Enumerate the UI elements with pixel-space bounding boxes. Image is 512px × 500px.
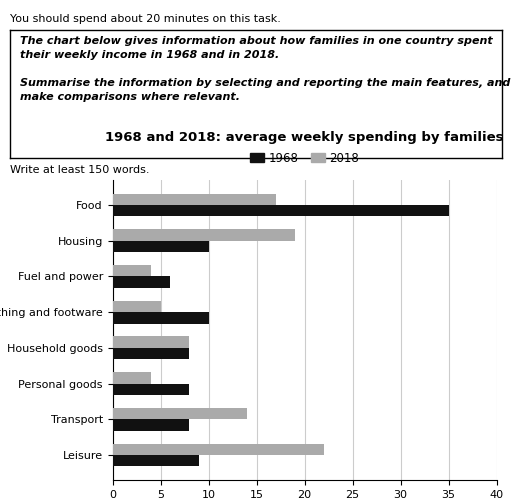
Bar (113, 408, 247, 419)
Legend: 1968, 2018: 1968, 2018 (245, 147, 364, 170)
Text: The chart below gives information about how families in one country spent
their : The chart below gives information about … (20, 36, 510, 102)
Bar (113, 336, 189, 348)
Bar (113, 265, 151, 276)
Bar (113, 455, 199, 466)
Bar (113, 194, 276, 205)
Bar (113, 348, 189, 360)
Bar (113, 300, 161, 312)
Bar (113, 444, 324, 455)
Text: Write at least 150 words.: Write at least 150 words. (10, 165, 150, 175)
Bar (113, 276, 170, 288)
Bar (113, 384, 189, 395)
Bar (113, 419, 189, 430)
Bar (113, 230, 295, 241)
Bar (113, 205, 449, 216)
Text: You should spend about 20 minutes on this task.: You should spend about 20 minutes on thi… (10, 14, 281, 24)
Bar (113, 241, 209, 252)
Bar (113, 372, 151, 384)
Bar (113, 312, 209, 324)
Title: 1968 and 2018: average weekly spending by families: 1968 and 2018: average weekly spending b… (105, 131, 504, 144)
